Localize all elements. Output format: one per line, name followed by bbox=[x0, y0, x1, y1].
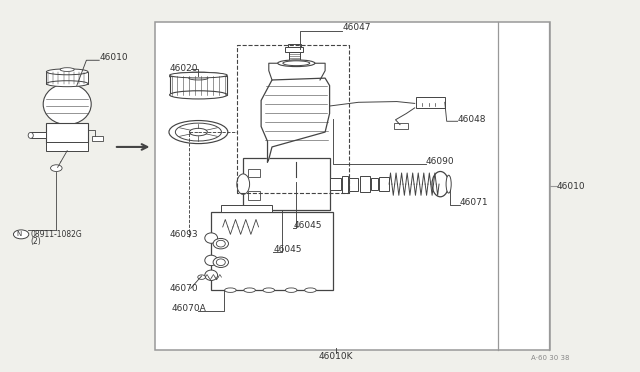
Ellipse shape bbox=[225, 288, 236, 292]
Ellipse shape bbox=[216, 240, 225, 247]
Ellipse shape bbox=[205, 233, 218, 243]
Polygon shape bbox=[261, 78, 330, 162]
Ellipse shape bbox=[44, 84, 92, 125]
Ellipse shape bbox=[216, 259, 225, 266]
Text: 46045: 46045 bbox=[273, 245, 302, 254]
Text: N: N bbox=[17, 231, 22, 237]
Bar bbox=[342, 176, 348, 193]
Text: 46010K: 46010K bbox=[319, 352, 353, 361]
Text: 46010: 46010 bbox=[99, 53, 128, 62]
Ellipse shape bbox=[285, 288, 297, 292]
Ellipse shape bbox=[198, 275, 205, 279]
Bar bbox=[155, 22, 550, 350]
Ellipse shape bbox=[237, 174, 250, 194]
Text: 46093: 46093 bbox=[170, 230, 198, 239]
Text: 46020: 46020 bbox=[170, 64, 198, 73]
Bar bbox=[248, 169, 260, 177]
Ellipse shape bbox=[244, 288, 255, 292]
Bar bbox=[92, 136, 103, 141]
Ellipse shape bbox=[263, 288, 275, 292]
Text: 46048: 46048 bbox=[458, 115, 486, 124]
Bar bbox=[248, 191, 260, 200]
Ellipse shape bbox=[205, 255, 218, 266]
Ellipse shape bbox=[305, 288, 316, 292]
Bar bbox=[46, 123, 88, 143]
Ellipse shape bbox=[47, 81, 88, 87]
Bar bbox=[211, 212, 333, 290]
Ellipse shape bbox=[205, 270, 218, 280]
Bar bbox=[379, 177, 389, 191]
Text: (2): (2) bbox=[31, 237, 42, 246]
Ellipse shape bbox=[170, 72, 227, 78]
Text: 46047: 46047 bbox=[342, 23, 371, 32]
Circle shape bbox=[13, 230, 29, 239]
Ellipse shape bbox=[278, 60, 315, 67]
Ellipse shape bbox=[28, 132, 33, 138]
Text: 46090: 46090 bbox=[426, 157, 454, 166]
Bar bbox=[285, 47, 303, 52]
Bar bbox=[360, 176, 370, 192]
Ellipse shape bbox=[170, 72, 227, 80]
Bar bbox=[46, 142, 88, 151]
Text: 46071: 46071 bbox=[460, 198, 488, 207]
Circle shape bbox=[51, 165, 62, 171]
Ellipse shape bbox=[213, 238, 228, 249]
Ellipse shape bbox=[213, 257, 228, 267]
Text: 46045: 46045 bbox=[293, 221, 322, 230]
Ellipse shape bbox=[289, 175, 304, 179]
Bar bbox=[289, 52, 300, 61]
Ellipse shape bbox=[283, 61, 310, 66]
Bar bbox=[46, 72, 88, 84]
Bar bbox=[371, 178, 378, 190]
Ellipse shape bbox=[284, 174, 308, 180]
Text: 08911-1082G: 08911-1082G bbox=[31, 230, 83, 239]
Ellipse shape bbox=[47, 69, 88, 75]
Text: 46010: 46010 bbox=[557, 182, 586, 190]
Text: 46070A: 46070A bbox=[172, 304, 206, 313]
Bar bbox=[394, 123, 408, 129]
Bar bbox=[416, 97, 445, 108]
Ellipse shape bbox=[432, 171, 449, 197]
Bar bbox=[330, 178, 341, 190]
Bar bbox=[288, 44, 301, 47]
Bar bbox=[243, 158, 330, 210]
Ellipse shape bbox=[189, 76, 208, 80]
Ellipse shape bbox=[175, 123, 221, 141]
Text: 46070: 46070 bbox=[170, 284, 198, 293]
Bar bbox=[221, 205, 272, 212]
Bar bbox=[170, 76, 227, 95]
Bar bbox=[31, 132, 46, 138]
Ellipse shape bbox=[60, 68, 74, 71]
Text: A·60 30 38: A·60 30 38 bbox=[531, 355, 570, 361]
Ellipse shape bbox=[189, 128, 207, 136]
Ellipse shape bbox=[170, 91, 227, 99]
Bar bbox=[349, 178, 358, 191]
Ellipse shape bbox=[169, 121, 228, 144]
Ellipse shape bbox=[446, 175, 451, 193]
